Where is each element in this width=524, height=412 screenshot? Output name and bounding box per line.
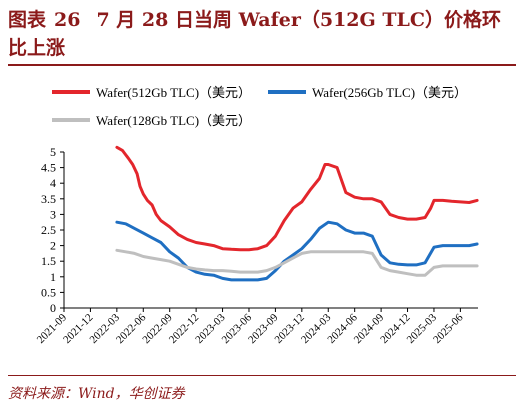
figure-title-text: 7 月 28 日当周 Wafer（512G TLC）价格环比上涨 bbox=[8, 9, 501, 59]
legend-label-1: Wafer(256Gb TLC)（美元） bbox=[312, 85, 467, 100]
figure-prefix: 图表 bbox=[8, 9, 47, 31]
figure-number: 26 bbox=[54, 9, 81, 31]
series-line-2 bbox=[115, 248, 479, 277]
source-note: 资料来源：Wind，华创证券 bbox=[8, 386, 185, 402]
series-line-0 bbox=[115, 145, 479, 252]
y-tick-label: 3.5 bbox=[41, 192, 56, 206]
x-tick-label: 2025-06 bbox=[431, 311, 466, 346]
legend-label-0: Wafer(512Gb TLC)（美元） bbox=[96, 85, 251, 100]
source-rule bbox=[8, 375, 516, 376]
y-tick-label: 5 bbox=[50, 145, 56, 159]
y-tick-label: 4 bbox=[50, 176, 56, 190]
figure-title: 图表 26 7 月 28 日当周 Wafer（512G TLC）价格环比上涨 bbox=[8, 6, 516, 62]
legend-label-2: Wafer(128Gb TLC)（美元） bbox=[96, 113, 251, 128]
y-tick-label: 2.5 bbox=[41, 223, 56, 237]
series-line-1 bbox=[115, 220, 479, 282]
y-tick-label: 2 bbox=[50, 239, 56, 253]
y-tick-label: 1.5 bbox=[41, 254, 56, 268]
chart-series bbox=[115, 145, 479, 282]
y-tick-label: 1 bbox=[50, 270, 56, 284]
y-tick-label: 0 bbox=[50, 301, 56, 315]
title-rule bbox=[8, 64, 516, 66]
y-tick-label: 4.5 bbox=[41, 161, 56, 175]
y-tick-label: 0.5 bbox=[41, 285, 56, 299]
chart-axes: 00.511.522.533.544.552021-092021-122022-… bbox=[35, 145, 478, 346]
y-tick-label: 3 bbox=[50, 207, 56, 221]
chart-legend: Wafer(512Gb TLC)（美元） Wafer(256Gb TLC)（美元）… bbox=[52, 85, 467, 128]
